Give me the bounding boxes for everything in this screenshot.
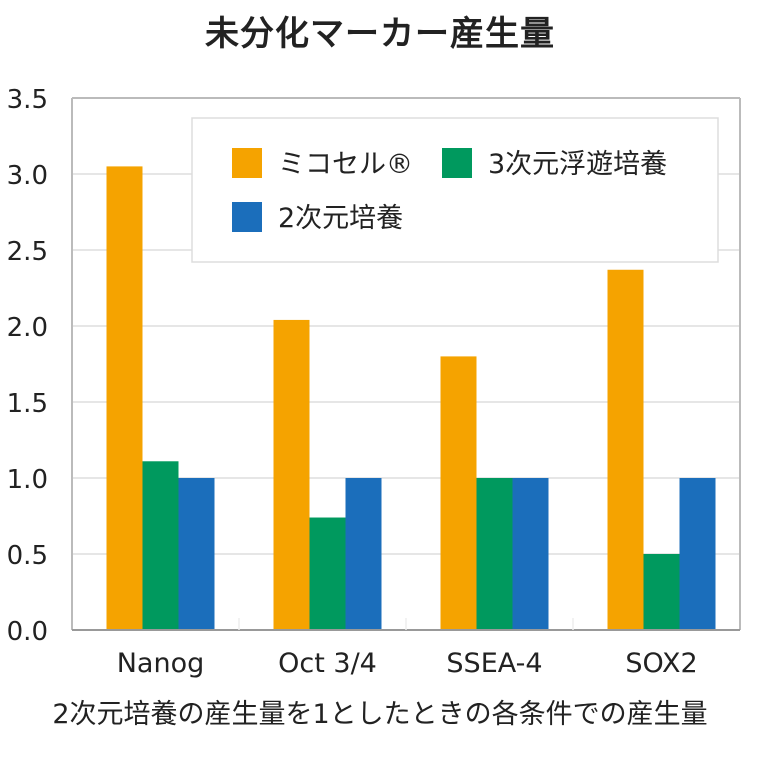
y-tick-label: 3.0: [7, 161, 48, 191]
legend-label: ミコセル®: [278, 149, 413, 180]
bar: [178, 478, 215, 630]
bar: [440, 356, 477, 630]
x-axis-label: 2次元培養の産生量を1としたときの各条件での産生量: [52, 699, 708, 730]
legend-swatch: [232, 202, 262, 232]
x-tick-label: Oct 3/4: [278, 648, 377, 679]
legend-box: [191, 117, 719, 263]
y-tick-label: 0.5: [7, 541, 48, 571]
y-tick-label: 2.5: [7, 237, 48, 267]
bar: [142, 461, 179, 630]
x-tick-label: Nanog: [117, 648, 205, 679]
chart-title: 未分化マーカー産生量: [205, 14, 555, 54]
y-tick-label: 1.5: [7, 389, 48, 419]
bar: [309, 517, 346, 630]
bar: [476, 478, 513, 630]
y-tick-label: 0.0: [7, 617, 48, 647]
y-tick-label: 1.0: [7, 465, 48, 495]
legend-swatch: [442, 148, 472, 178]
x-tick-label: SSEA-4: [446, 648, 542, 679]
x-tick-label: SOX2: [625, 648, 697, 679]
y-tick-label: 2.0: [7, 313, 48, 343]
legend-label: 2次元培養: [278, 203, 403, 234]
bar: [345, 478, 382, 630]
bar: [512, 478, 549, 630]
bar: [679, 478, 716, 630]
y-tick-label: 3.5: [7, 85, 48, 115]
legend-label: 3次元浮遊培養: [488, 149, 667, 180]
legend-swatch: [232, 148, 262, 178]
bar: [273, 319, 310, 630]
bar: [643, 554, 680, 630]
bar: [106, 166, 143, 630]
bar: [607, 269, 644, 630]
